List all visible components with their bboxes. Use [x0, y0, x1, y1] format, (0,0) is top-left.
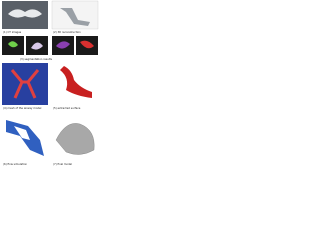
skull-shape — [8, 9, 42, 18]
model-shape — [60, 66, 92, 98]
segment — [80, 40, 94, 49]
panel-label: (1) CT images — [3, 30, 22, 34]
mesh — [55, 123, 95, 155]
panel-label: (2) 3D reconstruction — [53, 30, 81, 34]
segment — [56, 41, 70, 49]
panel-label: (4) mesh of the airway model — [3, 106, 42, 110]
panel-label: (6) flow simulation — [3, 162, 28, 166]
panel-label: (3) segmentation results — [20, 57, 53, 61]
mesh-highlight — [14, 126, 30, 140]
model-shape — [60, 8, 90, 26]
figure: (1) CT images (2) 3D reconstruction (3) … — [2, 0, 99, 166]
panel-label: (5) extracted surface — [53, 106, 81, 110]
panel-label: (7) final model — [53, 162, 72, 166]
panel-image — [2, 63, 48, 105]
segment — [8, 41, 18, 48]
segment — [31, 42, 43, 50]
mesh — [10, 69, 40, 99]
